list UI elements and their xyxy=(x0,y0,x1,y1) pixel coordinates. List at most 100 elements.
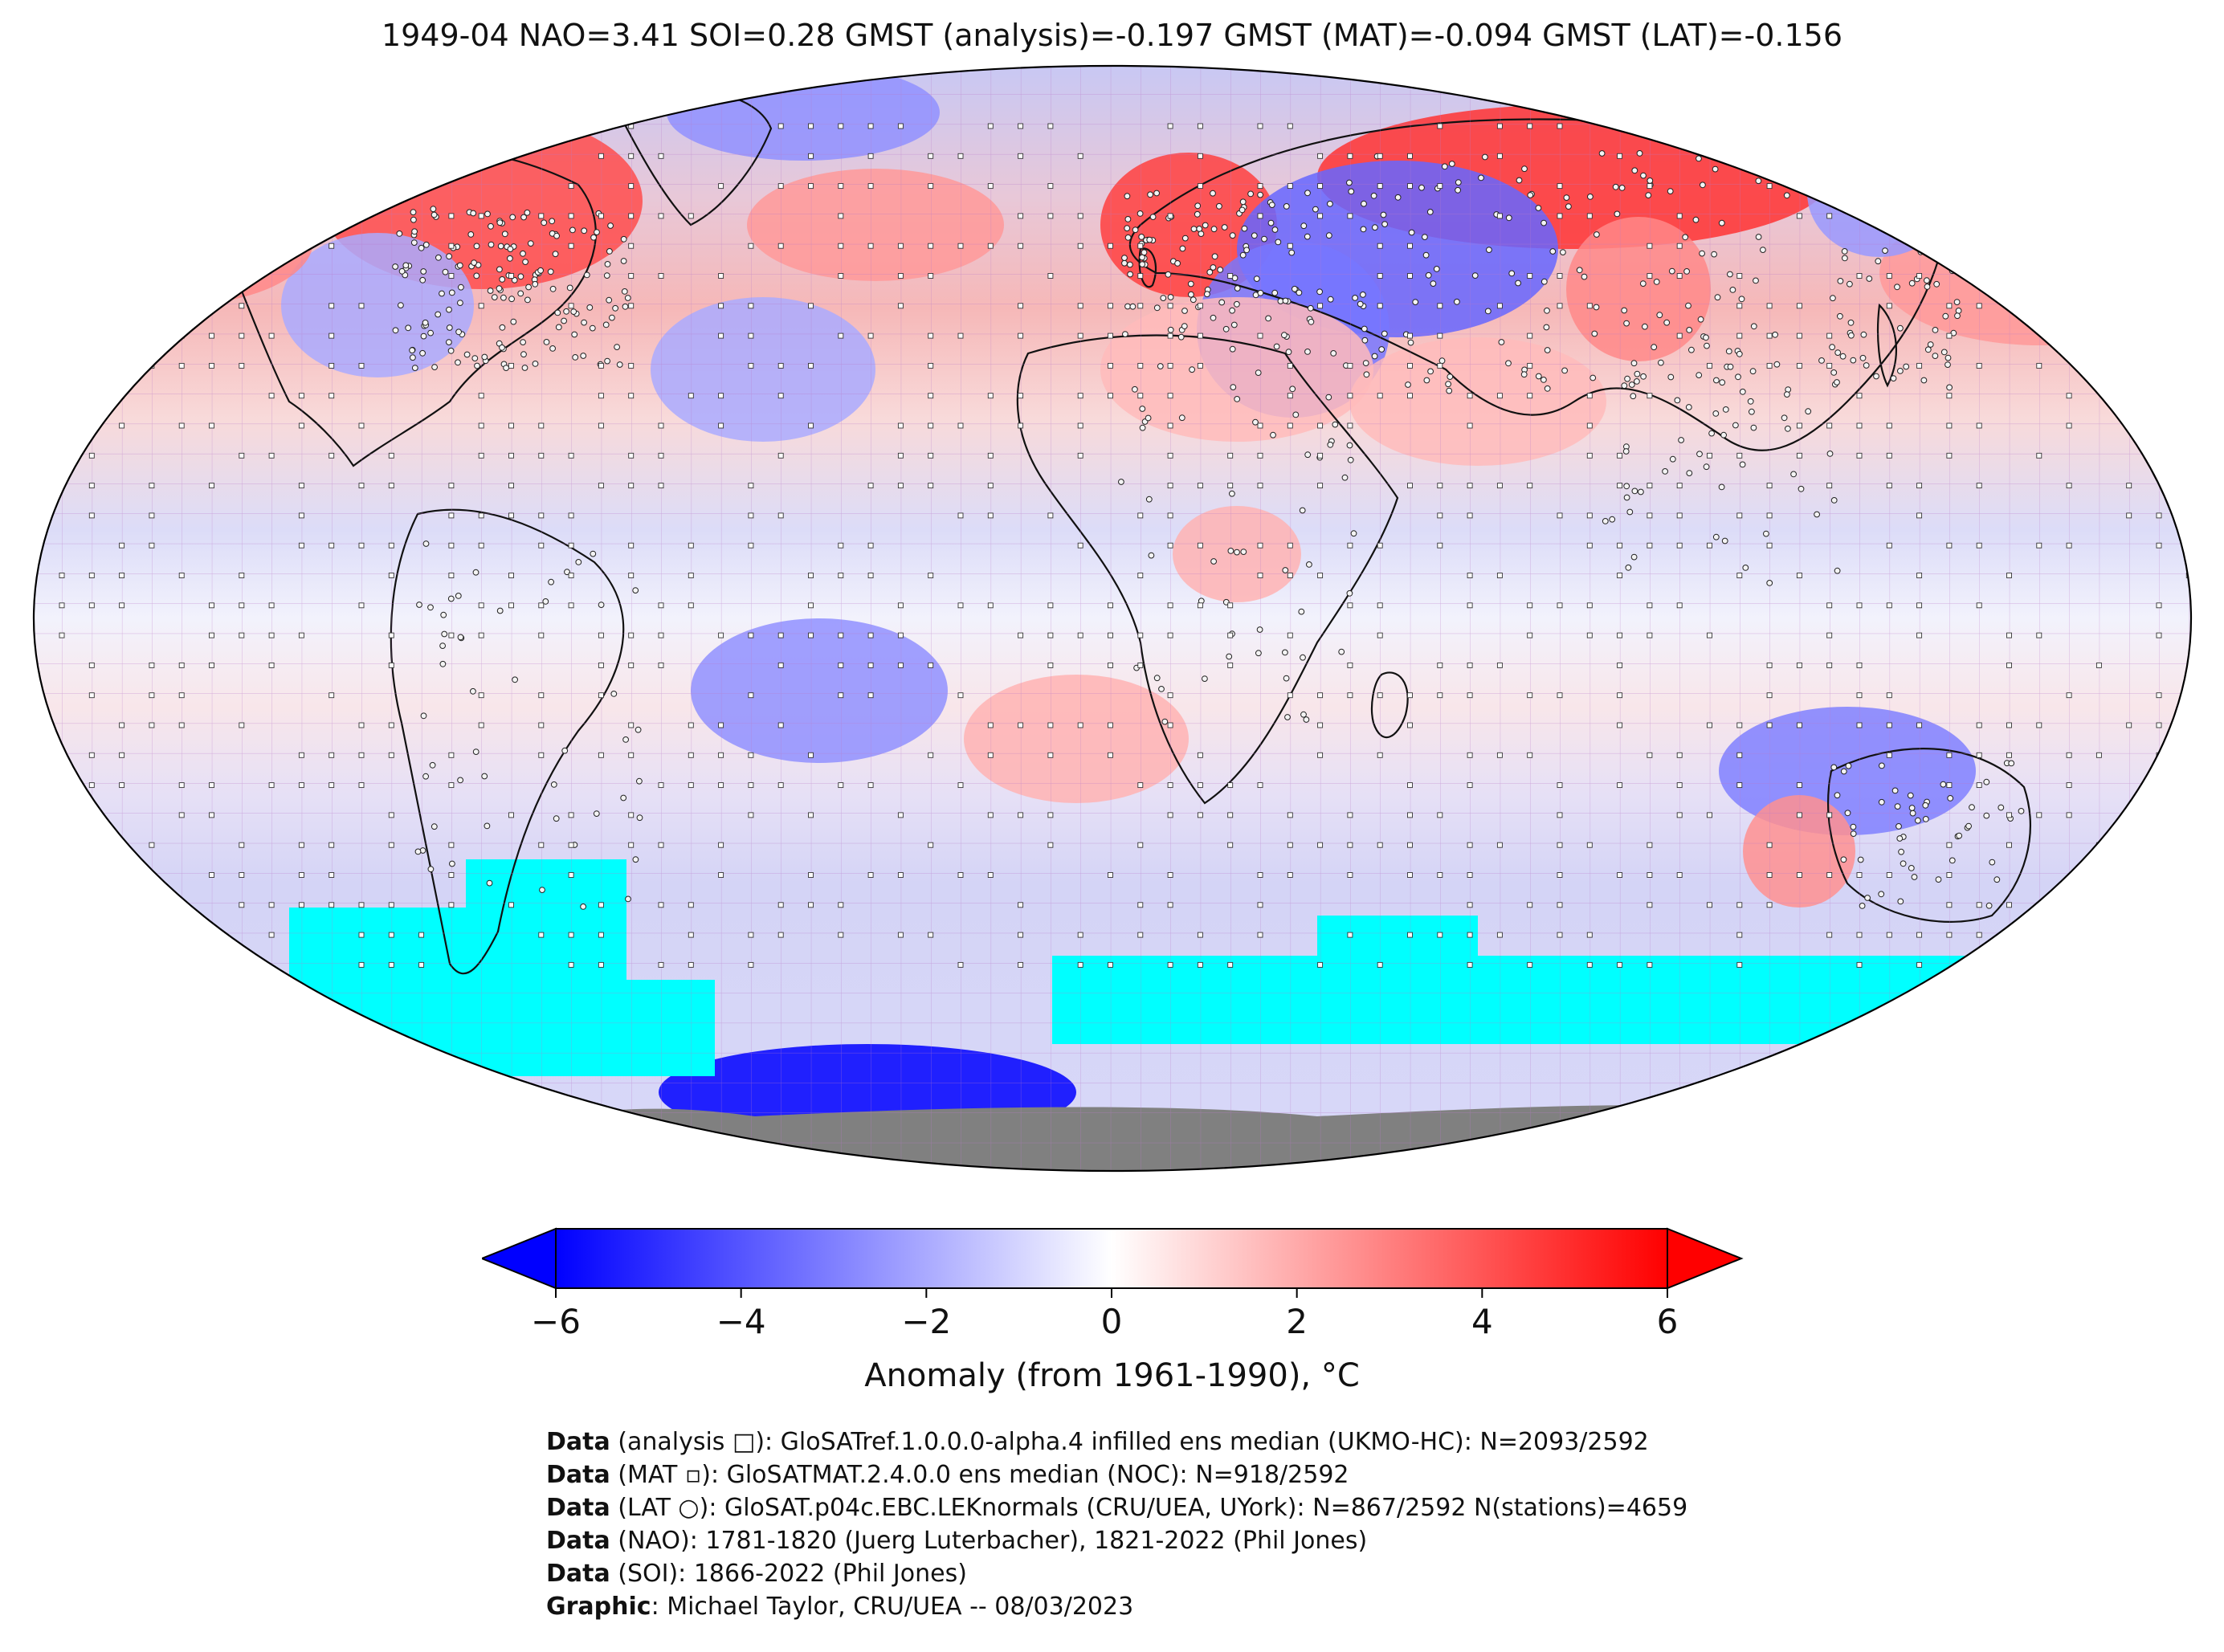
grid-marker xyxy=(928,662,934,668)
grid-marker xyxy=(448,782,455,789)
station-marker xyxy=(509,214,516,221)
station-marker xyxy=(1712,410,1720,417)
grid-marker xyxy=(2095,243,2102,249)
grid-marker xyxy=(1437,483,1443,489)
grid-marker xyxy=(2006,153,2012,159)
grid-marker xyxy=(838,932,844,938)
station-marker xyxy=(1720,431,1728,438)
grid-marker xyxy=(838,782,844,789)
grid-marker xyxy=(1976,902,1982,908)
station-marker xyxy=(1341,474,1349,481)
grid-marker xyxy=(1347,872,1353,878)
grid-marker xyxy=(268,632,275,638)
grid-marker xyxy=(1856,602,1863,609)
grid-marker xyxy=(718,332,724,339)
grid-marker xyxy=(119,213,125,219)
station-marker xyxy=(620,794,627,802)
grid-marker xyxy=(239,632,245,638)
grid-marker xyxy=(1796,332,1802,339)
station-marker xyxy=(1441,163,1448,170)
grid-marker xyxy=(88,662,95,668)
grid-marker xyxy=(897,273,904,279)
grid-marker xyxy=(748,961,754,968)
grid-marker xyxy=(1796,303,1802,309)
grid-marker xyxy=(1467,512,1473,519)
station-marker xyxy=(571,331,578,338)
station-marker xyxy=(1535,373,1542,380)
grid-marker xyxy=(1736,153,1743,159)
station-marker xyxy=(1667,188,1674,195)
grid-marker xyxy=(628,722,635,728)
grid-marker xyxy=(239,303,245,309)
station-marker xyxy=(1814,511,1821,518)
grid-marker xyxy=(448,902,455,908)
grid-marker xyxy=(1676,872,1683,878)
station-marker xyxy=(1638,488,1644,496)
station-marker xyxy=(1834,792,1841,799)
station-marker xyxy=(1713,377,1720,384)
station-marker xyxy=(1540,377,1547,383)
grid-marker xyxy=(448,213,455,219)
grid-marker xyxy=(1287,243,1293,249)
grid-marker xyxy=(718,632,724,638)
grid-marker xyxy=(1647,123,1653,129)
grid-marker xyxy=(1137,662,1144,668)
grid-marker xyxy=(178,722,185,728)
station-marker xyxy=(1226,653,1233,660)
grid-marker xyxy=(1317,752,1324,758)
station-marker xyxy=(1712,165,1719,173)
station-marker xyxy=(431,823,438,830)
grid-marker xyxy=(1826,662,1833,668)
grid-marker xyxy=(658,782,664,789)
grid-marker xyxy=(328,243,335,249)
station-marker xyxy=(1381,330,1388,337)
grid-marker xyxy=(1976,542,1982,549)
station-marker xyxy=(1692,216,1700,223)
grid-marker xyxy=(1826,153,1833,159)
station-marker xyxy=(1850,830,1857,837)
grid-marker xyxy=(88,872,95,878)
grid-marker xyxy=(2006,902,2012,908)
station-marker xyxy=(1486,247,1492,254)
station-marker xyxy=(1296,289,1303,296)
grid-marker xyxy=(1916,153,1923,159)
grid-marker xyxy=(1736,452,1743,459)
station-marker xyxy=(1924,283,1931,290)
station-marker xyxy=(447,595,455,602)
grid-marker xyxy=(1407,332,1413,339)
grid-marker xyxy=(268,183,275,190)
grid-marker xyxy=(1018,243,1024,249)
station-marker xyxy=(1612,183,1619,190)
grid-marker xyxy=(1047,842,1054,848)
grid-marker xyxy=(598,213,604,219)
grid-marker xyxy=(1108,632,1113,638)
station-marker xyxy=(1307,304,1314,312)
grid-marker xyxy=(1047,512,1054,519)
grid-marker xyxy=(178,662,185,668)
grid-marker xyxy=(1377,243,1383,249)
station-marker xyxy=(1412,299,1419,306)
grid-marker xyxy=(1586,512,1593,519)
grid-marker xyxy=(508,452,514,459)
grid-marker xyxy=(1437,812,1443,818)
grid-marker xyxy=(987,722,994,728)
station-marker xyxy=(1124,225,1131,232)
grid-marker xyxy=(928,332,934,339)
grid-marker xyxy=(1047,632,1054,638)
grid-marker xyxy=(598,961,604,968)
grid-marker xyxy=(1197,362,1203,369)
grid-marker xyxy=(1946,782,1953,789)
station-marker xyxy=(1447,373,1454,381)
station-marker xyxy=(1651,344,1658,351)
grid-marker xyxy=(1377,692,1383,699)
grid-marker xyxy=(628,542,635,549)
grid-marker xyxy=(1137,303,1144,309)
grid-marker xyxy=(628,662,635,668)
station-marker xyxy=(1347,456,1354,463)
station-marker xyxy=(1924,277,1930,284)
grid-marker xyxy=(1676,512,1683,519)
grid-marker xyxy=(88,512,95,519)
grid-marker xyxy=(59,842,65,848)
station-marker xyxy=(1194,202,1202,210)
grid-marker xyxy=(718,393,724,399)
